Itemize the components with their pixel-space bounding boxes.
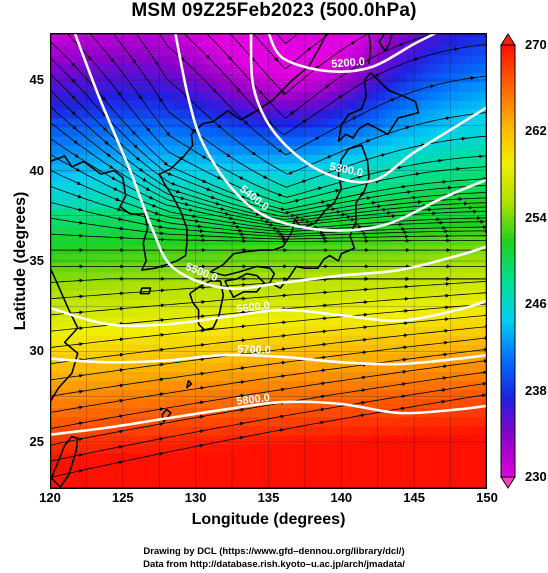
contour-label: 5700.0 — [237, 343, 271, 356]
x-tick-label: 125 — [111, 490, 134, 505]
contour-line — [174, 33, 487, 232]
contour-line — [249, 33, 487, 184]
credit-drawing: Drawing by DCL (https://www.gfd–dennou.o… — [143, 546, 405, 557]
colorbar-max-triangle — [500, 33, 516, 46]
y-axis-label: Latitude (degrees) — [12, 191, 29, 331]
y-tick-label: 25 — [29, 433, 44, 449]
y-tick-label: 35 — [29, 253, 44, 268]
x-tick-label: 135 — [257, 490, 280, 505]
contour-line — [50, 299, 487, 328]
colorbar-tick-label: 238 — [525, 382, 547, 398]
contour-label: 5800.0 — [236, 392, 271, 408]
x-tick-label: 145 — [403, 490, 425, 505]
x-tick-label: 150 — [476, 490, 498, 505]
colorbar-tick-label: 270 — [525, 37, 547, 52]
x-axis-label: Longitude (degrees) — [191, 511, 346, 528]
x-tick-label: 130 — [184, 490, 207, 505]
contour-label: 5200.0 — [331, 56, 366, 71]
map-svg: 5200.05300.05400.05500.05600.05700.05800… — [49, 32, 488, 490]
contour-line — [50, 400, 487, 436]
map-plot-area: 5200.0 5300.0 5400.0 5500.0 5600.0 5700.0 5800… — [49, 32, 488, 490]
colorbar-tick-label: 230 — [525, 469, 547, 484]
contour-line — [267, 33, 438, 74]
y-tick-label: 45 — [29, 72, 44, 88]
colorbar-gradient — [500, 44, 516, 478]
chart-title: MSM 09Z25Feb2023 (500.0hPa) — [131, 0, 417, 21]
contour-line — [50, 353, 487, 366]
x-tick-label: 120 — [39, 490, 61, 505]
y-tick-label: 30 — [29, 343, 44, 359]
streamlines — [50, 33, 487, 478]
colorbar-tick-label: 246 — [525, 296, 547, 312]
colorbar — [500, 33, 516, 489]
x-tick-label: 140 — [330, 490, 353, 505]
y-tick-label: 40 — [29, 162, 44, 178]
contour-label: 5600.0 — [236, 300, 271, 316]
plot-frame — [49, 32, 488, 490]
contour-line — [73, 33, 487, 290]
credit-data: Data from http://database.rish.kyoto–u.a… — [143, 559, 405, 570]
colorbar-tick-label: 254 — [525, 209, 547, 225]
colorbar-min-triangle — [500, 476, 516, 489]
colorbar-tick-label: 262 — [525, 123, 547, 139]
